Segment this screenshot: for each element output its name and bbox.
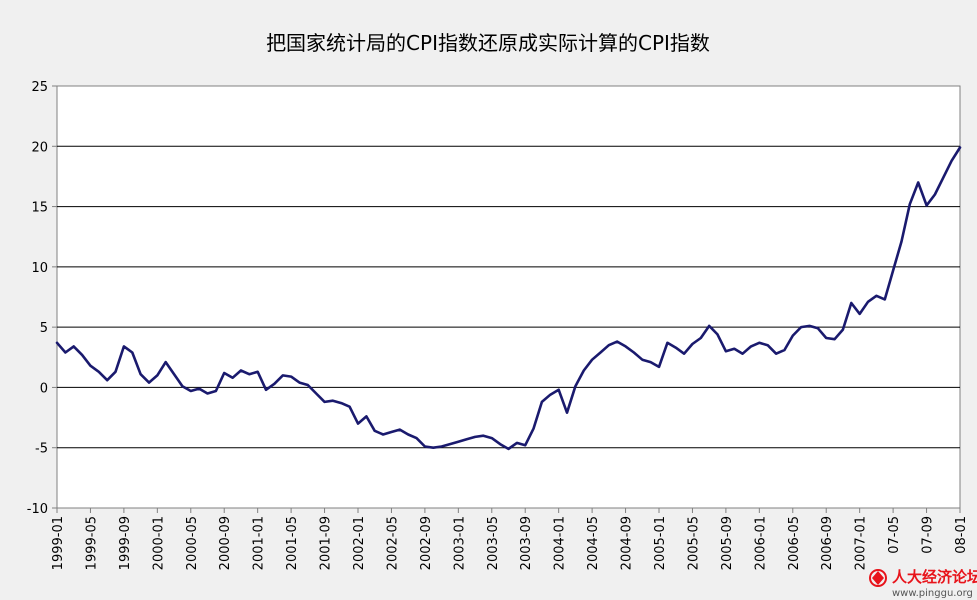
chart-title: 把国家统计局的CPI指数还原成实际计算的CPI指数 [266,31,710,55]
y-tick-label: 25 [31,80,48,95]
watermark: 人大经济论坛 www.pinggu.org [869,568,977,599]
x-tick-label: 1999-01 [51,516,66,570]
y-tick-label: 5 [40,321,48,336]
x-tick-label: 2003-01 [452,516,467,570]
x-tick-label: 2005-05 [686,516,701,570]
x-tick-label: 2000-01 [151,516,166,570]
x-tick-label: 1999-05 [84,516,99,570]
x-tick-label: 07-05 [887,516,902,554]
y-tick-label: -5 [35,442,48,457]
series-line [55,146,962,451]
x-tick-label: 2000-09 [218,516,233,570]
x-tick-label: 2005-01 [653,516,668,570]
x-tick-label: 2001-01 [252,516,267,570]
watermark-url: www.pinggu.org [892,588,973,599]
x-tick-label: 08-01 [954,516,969,554]
x-tick-label: 1999-09 [118,516,133,570]
x-tick-label: 2000-05 [185,516,200,570]
y-axis: 25 20 15 10 5 0 -5 -10 [27,80,57,517]
x-tick-label: 2004-05 [586,516,601,570]
series-layer [55,146,962,451]
x-tick-label: 2002-09 [419,516,434,570]
watermark-logo-icon [869,569,887,587]
x-tick-label: 07-09 [921,516,936,554]
y-tick-label: -10 [27,502,48,517]
x-tick-label: 2006-09 [820,516,835,570]
x-tick-label: 2004-01 [553,516,568,570]
x-tick-label: 2006-05 [787,516,802,570]
y-tick-label: 0 [40,381,48,396]
x-tick-label: 2004-09 [620,516,635,570]
plot-area [56,85,961,509]
watermark-site-name: 人大经济论坛 [892,568,977,586]
x-tick-label: 2003-09 [519,516,534,570]
x-tick-label: 2006-01 [753,516,768,570]
x-tick-label: 2002-05 [385,516,400,570]
x-tick-label: 2002-01 [352,516,367,570]
y-tick-label: 10 [31,261,48,276]
x-tick-label: 2005-09 [720,516,735,570]
y-tick-label: 20 [31,140,48,155]
y-tick-label: 15 [31,201,48,216]
x-tick-label: 2007-01 [854,516,869,570]
x-tick-label: 2003-05 [486,516,501,570]
x-tick-label: 2001-05 [285,516,300,570]
x-axis: 1999-01 1999-05 1999-09 2000-01 2000-05 2000-… [51,508,969,570]
x-tick-label: 2001-09 [319,516,334,570]
